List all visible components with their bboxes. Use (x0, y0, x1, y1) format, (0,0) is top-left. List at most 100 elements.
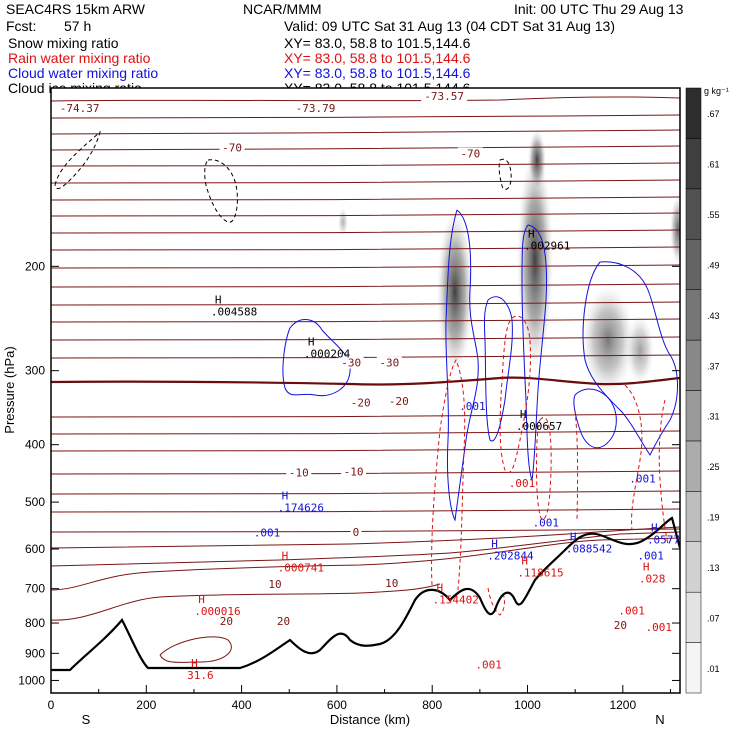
value-label: .174626 (278, 502, 324, 515)
field-name-rain: Rain water mixing ratio (8, 50, 151, 66)
value-label: .001 (637, 549, 664, 562)
value-label: .001 (618, 605, 645, 618)
isotherm-label: 20 (220, 615, 233, 628)
colorbar-swatch (685, 87, 702, 139)
colorbar-swatch (685, 289, 702, 341)
x-tick-label: 1200 (609, 698, 636, 712)
isotherm-label-bg (386, 394, 412, 407)
isotherm-line (51, 447, 680, 452)
colorbar-swatches (685, 87, 702, 694)
isotherm-label-bg (376, 356, 402, 369)
value-label: 31.6 (187, 669, 214, 682)
value-label: .000016 (194, 605, 240, 618)
isotherm-label-bg (382, 576, 401, 589)
cloud-contour (282, 319, 351, 397)
isotherm-label: -10 (289, 466, 309, 479)
isotherm-label-bg (350, 526, 362, 539)
value-label: .202844 (487, 549, 534, 562)
isotherm-line (51, 162, 680, 167)
isotherm-line (51, 430, 680, 435)
isotherm-label-bg (56, 102, 103, 115)
rain-contour (499, 315, 532, 473)
value-label: .001 (629, 473, 656, 486)
snow-core-g (338, 208, 348, 236)
value-label: .088542 (566, 542, 612, 555)
isotherm-line (51, 537, 680, 591)
value-labels: H.004588H.000204H.002961H.000657H.174626… (187, 228, 680, 682)
isotherm-line (51, 264, 680, 269)
isotherm-line (51, 528, 680, 533)
x-tick-label: 600 (327, 698, 347, 712)
x-endpoint-left: S (82, 712, 91, 727)
y-tick-label: 300 (25, 364, 45, 378)
fcst-label: Fcst: (6, 18, 36, 34)
isotherm-line (51, 179, 680, 184)
isotherm-label: -30 (379, 357, 399, 370)
isotherm-label: 10 (268, 578, 281, 591)
isotherm-line (51, 526, 680, 549)
colorbar-label: .55 (707, 210, 720, 220)
high-marker: H (521, 555, 528, 568)
isotherm-line (51, 283, 680, 288)
isotherm-line (51, 246, 680, 251)
x-tick-label: 400 (232, 698, 252, 712)
cloud-water-contours (282, 209, 678, 522)
colorbar-swatch (685, 591, 702, 643)
value-label: .001 (646, 621, 673, 634)
colorbar-swatch (685, 642, 702, 694)
colorbar-swatch (685, 339, 702, 391)
isotherm-label-bg (421, 90, 468, 103)
isotherm-label: -30 (341, 357, 361, 370)
isotherm-line (159, 636, 232, 663)
y-tick-label: 400 (25, 438, 45, 452)
colorbar-label: .01 (707, 664, 720, 674)
colorbar-swatch (685, 491, 702, 543)
cloud-contour (573, 388, 617, 449)
value-label: .001 (533, 516, 560, 529)
high-marker: H (282, 490, 289, 503)
x-tick-label: 800 (422, 698, 442, 712)
colorbar-label: .67 (707, 109, 720, 119)
isotherm-label: 10 (385, 577, 398, 590)
high-marker: H (282, 550, 289, 563)
value-label: .001 (254, 526, 281, 539)
value-label: .028 (639, 572, 666, 585)
high-marker: H (643, 560, 650, 573)
colorbar-label: .43 (707, 311, 720, 321)
high-marker: H (528, 228, 535, 241)
isotherm-contours (51, 96, 680, 663)
field-xy-rain: XY= 83.0, 58.8 to 101.5,144.6 (284, 50, 471, 66)
x-tick-label: 200 (136, 698, 156, 712)
isotherm-label-bg (274, 615, 293, 628)
high-marker: H (198, 593, 205, 606)
value-label: .000657 (516, 420, 562, 433)
rain-contour (658, 399, 669, 546)
high-marker: H (491, 537, 498, 550)
rain-water-contours (431, 315, 669, 616)
cloud-contour (521, 224, 548, 482)
isotherm-label-bg (219, 141, 245, 154)
value-label: .001 (475, 658, 502, 671)
y-tick-label: 1000 (18, 673, 45, 687)
x-axis-label: Distance (km) (330, 712, 410, 727)
isotherm-label: -70 (222, 141, 242, 154)
colorbar-label: .07 (707, 613, 720, 623)
value-label: .000204 (304, 348, 351, 361)
colorbar: .01 .07 .13 .19 .25 .31 .37 .43 .49 .55 .61 .67 g k… (685, 86, 729, 694)
isotherm-label: 20 (614, 619, 627, 632)
fcst-value: 57 h (64, 18, 91, 34)
isotherm-line (51, 508, 680, 513)
isotherm-line (51, 145, 680, 151)
isotherm-line (51, 114, 680, 119)
isotherm-label-bg (217, 615, 236, 628)
isotherm-line (51, 531, 680, 567)
colorbar-label: .13 (707, 563, 720, 573)
isotherm-label-bg (348, 396, 374, 409)
isotherm-label-bg (341, 465, 367, 478)
ice-contours (54, 130, 512, 223)
high-marker: H (215, 293, 222, 306)
y-tick-label: 800 (25, 616, 45, 630)
rain-contour (624, 384, 643, 531)
